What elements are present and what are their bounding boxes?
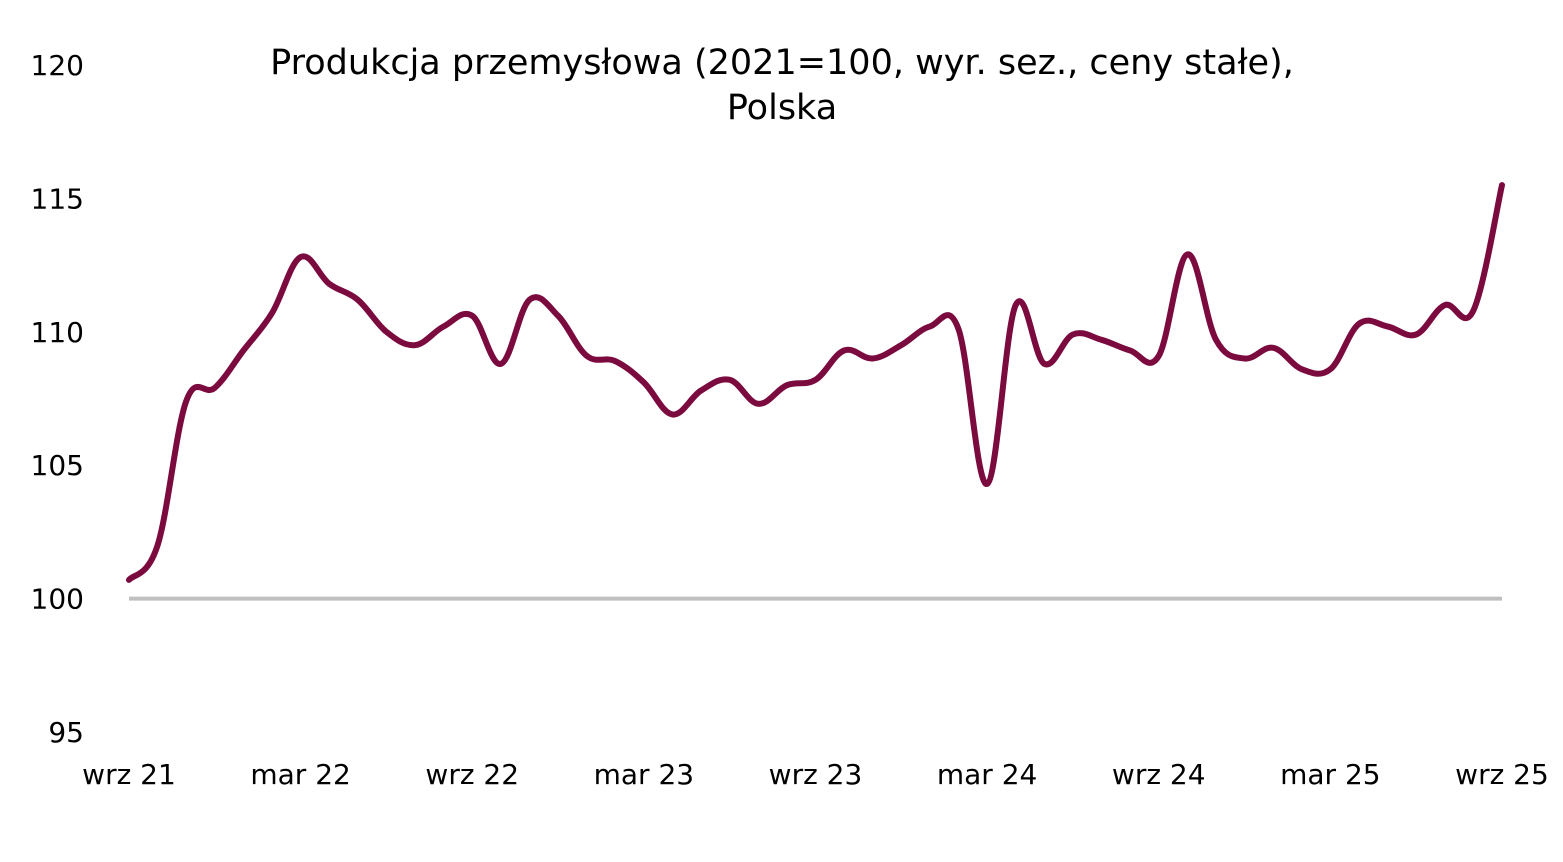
x-tick-label: wrz 24 xyxy=(1112,758,1206,791)
y-tick-label: 105 xyxy=(31,449,84,482)
x-tick-label: wrz 25 xyxy=(1455,758,1549,791)
x-tick-label: mar 25 xyxy=(1280,758,1380,791)
chart-title-line-2: Polska xyxy=(727,88,837,128)
y-tick-label: 100 xyxy=(31,583,84,616)
y-axis: 95 100 105 110 115 120 xyxy=(31,49,84,749)
plot-area xyxy=(126,182,1505,601)
chart-title-line-1: Produkcja przemysłowa (2021=100, wyr. se… xyxy=(270,43,1294,83)
x-tick-label: wrz 21 xyxy=(82,758,176,791)
x-tick-label: mar 23 xyxy=(594,758,694,791)
x-tick-label: wrz 23 xyxy=(769,758,863,791)
x-tick-label: wrz 22 xyxy=(425,758,519,791)
y-tick-label: 120 xyxy=(31,49,84,82)
x-tick-label: mar 24 xyxy=(937,758,1037,791)
y-tick-label: 115 xyxy=(31,182,84,215)
x-tick-label: mar 22 xyxy=(250,758,350,791)
y-tick-label: 95 xyxy=(48,716,84,749)
x-axis: wrz 21 mar 22 wrz 22 mar 23 wrz 23 mar 24 wrz … xyxy=(82,758,1549,791)
y-tick-label: 110 xyxy=(31,316,84,349)
series-line xyxy=(126,182,1505,583)
